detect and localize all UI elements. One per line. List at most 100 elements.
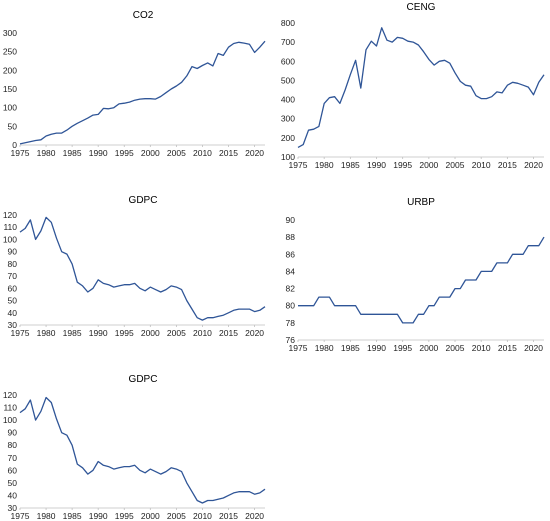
- data-point: [98, 279, 99, 280]
- data-point: [233, 492, 234, 493]
- data-point: [434, 65, 435, 66]
- data-point: [439, 61, 440, 62]
- data-point: [329, 297, 330, 298]
- y-tick-label: 60: [8, 465, 18, 475]
- data-point: [160, 474, 161, 475]
- data-point: [371, 41, 372, 42]
- data-point: [103, 108, 104, 109]
- data-point: [124, 284, 125, 285]
- x-tick-label: 2000: [141, 148, 160, 158]
- data-point: [339, 305, 340, 306]
- data-point: [40, 230, 41, 231]
- y-tick-label: 90: [286, 215, 296, 225]
- data-point: [386, 314, 387, 315]
- y-tick-label: 70: [8, 271, 18, 281]
- data-point: [155, 99, 156, 100]
- data-point: [507, 85, 508, 86]
- data-point: [238, 491, 239, 492]
- y-tick-label: 120: [3, 210, 17, 220]
- data-point: [82, 285, 83, 286]
- data-point: [470, 86, 471, 87]
- y-tick-label: 400: [281, 95, 295, 105]
- data-point: [124, 466, 125, 467]
- y-tick-label: 100: [3, 103, 17, 113]
- data-point: [77, 464, 78, 465]
- y-tick-label: 50: [8, 121, 18, 131]
- data-point: [259, 47, 260, 48]
- data-point: [191, 66, 192, 67]
- data-point: [308, 130, 309, 131]
- y-tick-label: 120: [3, 390, 17, 400]
- data-point: [139, 470, 140, 471]
- y-tick-label: 80: [286, 301, 296, 311]
- data-point: [318, 126, 319, 127]
- data-point: [124, 103, 125, 104]
- data-point: [528, 87, 529, 88]
- x-tick-label: 2000: [141, 328, 160, 338]
- data-point: [460, 288, 461, 289]
- y-tick-label: 800: [281, 18, 295, 28]
- data-point: [66, 130, 67, 131]
- data-point: [491, 271, 492, 272]
- x-tick-label: 1995: [115, 511, 134, 521]
- data-point: [297, 305, 298, 306]
- data-point: [397, 314, 398, 315]
- data-point: [407, 41, 408, 42]
- x-tick-label: 1975: [11, 511, 30, 521]
- data-point: [139, 288, 140, 289]
- data-point: [254, 494, 255, 495]
- data-point: [249, 44, 250, 45]
- x-tick-label: 1980: [37, 328, 56, 338]
- data-point: [402, 322, 403, 323]
- data-point: [150, 287, 151, 288]
- y-tick-label: 78: [286, 318, 296, 328]
- chart-panel-1: CO2 0 50 100 150 200 250 300 1975 1980 1985 1990 199…: [3, 10, 266, 158]
- x-tick-label: 1975: [289, 343, 308, 353]
- data-point: [202, 65, 203, 66]
- data-point: [386, 40, 387, 41]
- y-tick-label: 80: [8, 440, 18, 450]
- data-point: [303, 144, 304, 145]
- data-point: [481, 271, 482, 272]
- data-point: [160, 291, 161, 292]
- x-tick-label: 2000: [419, 343, 438, 353]
- data-point: [313, 305, 314, 306]
- data-point: [181, 289, 182, 290]
- data-point: [254, 311, 255, 312]
- y-tick-label: 30: [8, 503, 18, 513]
- data-point: [207, 317, 208, 318]
- data-point: [87, 474, 88, 475]
- data-point: [439, 297, 440, 298]
- y-tick-label: 100: [281, 152, 295, 162]
- data-point: [254, 52, 255, 53]
- x-tick-label: 2020: [524, 160, 543, 170]
- y-tick-label: 150: [3, 84, 17, 94]
- x-tick-label: 2015: [219, 511, 238, 521]
- y-tick-label: 76: [286, 335, 296, 345]
- data-point: [355, 305, 356, 306]
- data-point: [496, 262, 497, 263]
- data-point: [376, 45, 377, 46]
- data-point: [118, 103, 119, 104]
- data-point: [171, 467, 172, 468]
- data-point: [108, 108, 109, 109]
- x-tick-label: 2000: [141, 511, 160, 521]
- data-point: [171, 88, 172, 89]
- data-point: [82, 467, 83, 468]
- chart-panel-3: GDPC 30 40 50 60 70 80 90 100 110 120 1975 1980 1985 1…: [3, 195, 266, 338]
- data-point: [502, 262, 503, 263]
- data-point: [223, 497, 224, 498]
- x-tick-label: 2020: [245, 511, 264, 521]
- x-tick-label: 2010: [193, 511, 212, 521]
- data-point: [486, 271, 487, 272]
- data-point: [30, 399, 31, 400]
- data-point: [191, 309, 192, 310]
- data-point: [428, 305, 429, 306]
- y-tick-label: 0: [12, 140, 17, 150]
- data-point: [413, 42, 414, 43]
- data-point: [56, 418, 57, 419]
- data-point: [46, 135, 47, 136]
- data-point: [92, 115, 93, 116]
- data-point: [345, 305, 346, 306]
- data-point: [129, 466, 130, 467]
